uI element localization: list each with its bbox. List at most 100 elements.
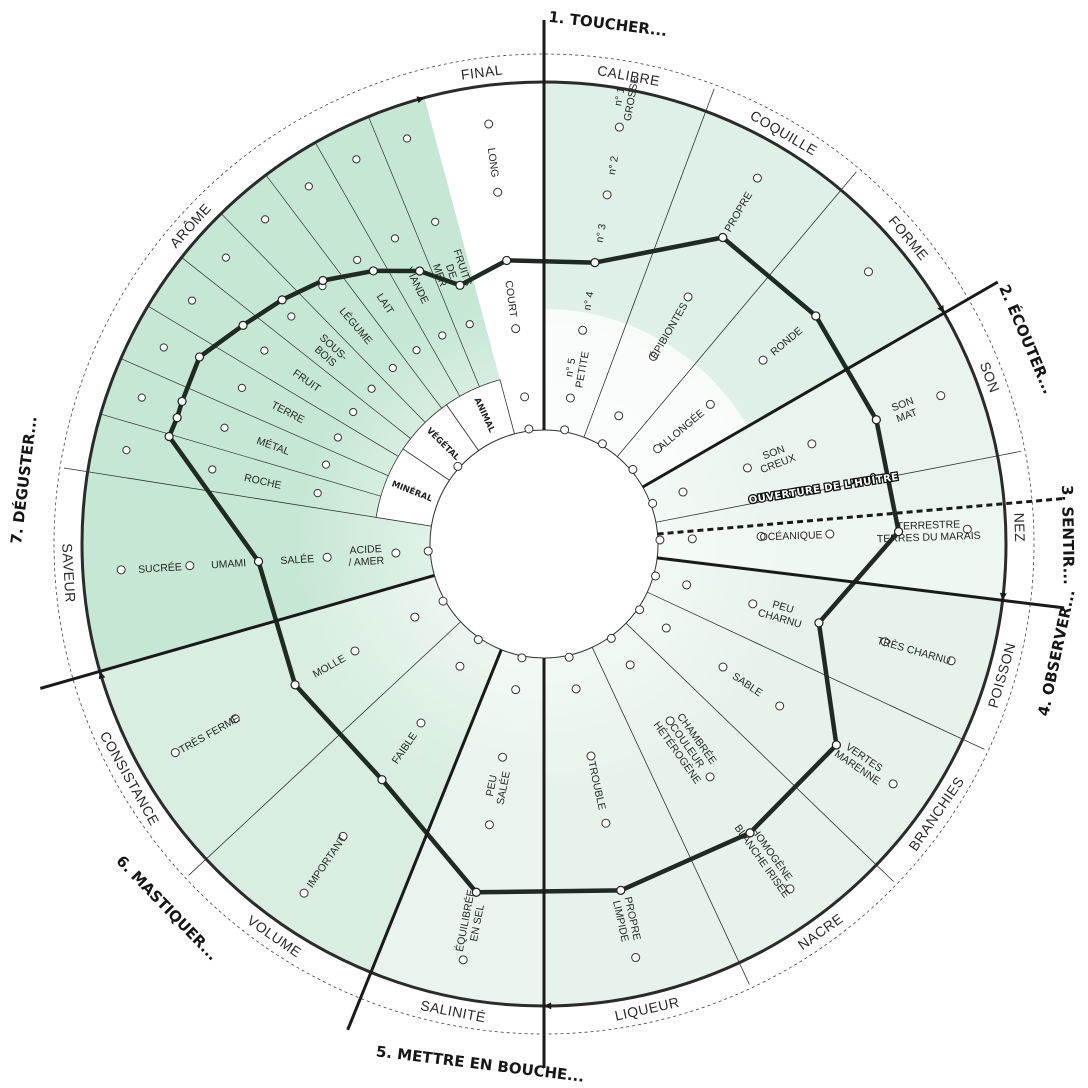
- hub-dot: [517, 653, 527, 663]
- rating-dot: [785, 884, 795, 894]
- rating-dot: [221, 253, 231, 262]
- rating-dot: [299, 888, 309, 898]
- hub-dot: [655, 535, 665, 545]
- rating-dot: [321, 460, 331, 469]
- cell-label-calibre: n° 3: [594, 223, 609, 244]
- profile-point: [718, 232, 728, 243]
- cell-label-saveur: ACIDE/ AMER: [347, 543, 384, 569]
- hub: [429, 429, 659, 659]
- profile-point: [164, 431, 174, 442]
- cell-label-salinite: PEUSALÉE: [483, 768, 513, 806]
- rating-dot: [758, 355, 768, 365]
- cell-label-saveur: UMAMI: [211, 557, 247, 571]
- rating-dot: [586, 751, 596, 761]
- hub-dot: [648, 498, 658, 508]
- label-band-separator: [876, 864, 894, 882]
- rating-dot: [571, 684, 581, 694]
- label-band-separator: [962, 738, 985, 750]
- rating-dot: [602, 190, 612, 200]
- rating-dot: [520, 392, 530, 402]
- label-band-separator: [188, 858, 207, 876]
- rating-dot: [625, 660, 635, 670]
- stage-divider-mastiquer: [346, 649, 503, 1031]
- arome-separator: [120, 358, 389, 477]
- cell-label-final: LONG: [485, 147, 501, 178]
- rating-dot: [465, 320, 474, 329]
- rating-dot: [170, 748, 180, 758]
- cell-label-saveur: SUCRÉE: [138, 560, 182, 576]
- rating-dot: [511, 685, 521, 695]
- stage-divider-observer: [656, 556, 1065, 610]
- rating-dot: [187, 296, 197, 305]
- rating-dot: [484, 119, 494, 129]
- stage-divider-ecouter: [641, 280, 999, 489]
- rating-dot: [416, 718, 426, 728]
- rating-dot: [825, 529, 835, 539]
- profile-point: [590, 257, 600, 268]
- rating-dot: [350, 646, 360, 656]
- hub-dot: [524, 424, 534, 434]
- segment-separator: [87, 471, 377, 518]
- rating-dot: [511, 324, 521, 334]
- rating-dot: [484, 820, 494, 830]
- stage-label-mastiquer: 6. MASTIQUER...: [112, 852, 221, 964]
- rating-dot: [748, 599, 758, 609]
- cell-label-calibre: n° 4: [581, 290, 596, 311]
- profile-point: [893, 527, 904, 537]
- arome-separator: [147, 305, 399, 457]
- rating-dot: [631, 953, 641, 963]
- stage-label-ecouter: 2. ÉCOUTER...: [995, 282, 1058, 397]
- label-band-separator: [705, 88, 715, 112]
- rating-dot: [304, 182, 313, 191]
- rating-dot: [742, 463, 752, 473]
- profile-point: [194, 352, 205, 362]
- segment-separator: [591, 647, 740, 963]
- hub-dot: [597, 439, 607, 449]
- rating-dot: [601, 818, 611, 828]
- rating-dot: [287, 312, 296, 321]
- rating-dot: [653, 444, 663, 454]
- rating-dot: [705, 399, 715, 409]
- rating-dot: [455, 661, 465, 671]
- cell-label-nez: OCÉANIQUE: [759, 528, 822, 543]
- label-band-separator: [63, 467, 88, 473]
- label-band-separator: [738, 962, 750, 985]
- rating-dot: [614, 411, 624, 421]
- rating-dot: [410, 612, 420, 622]
- profile-point: [377, 775, 387, 785]
- profile-point: [414, 266, 425, 276]
- rating-dot: [687, 534, 697, 544]
- rating-dot: [962, 524, 972, 534]
- rating-dot: [402, 134, 412, 143]
- rating-dot: [431, 217, 440, 226]
- direction-arrow: [416, 96, 425, 104]
- profile-point: [831, 740, 841, 750]
- rating-dot: [661, 623, 671, 633]
- rating-dot: [683, 292, 693, 302]
- rating-dot: [122, 446, 131, 455]
- cell-label-saveur: SALÉE: [280, 552, 315, 567]
- rating-dot: [390, 234, 400, 243]
- hub-dot: [423, 546, 433, 556]
- rating-dot: [159, 343, 168, 352]
- hub-dot: [560, 425, 570, 435]
- rating-dot: [682, 580, 692, 590]
- profile-point: [814, 618, 824, 628]
- cell-label-calibre: n° 2: [606, 155, 621, 176]
- rating-dot: [412, 346, 421, 355]
- rating-dot: [116, 565, 126, 575]
- stage-label-sentir: 3. SENTIR...: [1058, 485, 1078, 585]
- rating-dot: [665, 716, 675, 726]
- hub-dot: [628, 464, 638, 474]
- rating-dot: [438, 331, 447, 340]
- hub-dot: [606, 633, 616, 643]
- rating-dot: [648, 351, 658, 361]
- cell-label-nez: TERRESTRETERRES DU MARAIS: [876, 518, 981, 546]
- arome-separator: [265, 174, 442, 409]
- cell-label-final: COURT: [502, 280, 519, 319]
- rating-dot: [260, 215, 270, 224]
- rating-dot: [578, 325, 588, 335]
- rating-dot: [237, 383, 247, 392]
- section-backgrounds: [81, 82, 1007, 1006]
- segment-separator: [205, 621, 461, 860]
